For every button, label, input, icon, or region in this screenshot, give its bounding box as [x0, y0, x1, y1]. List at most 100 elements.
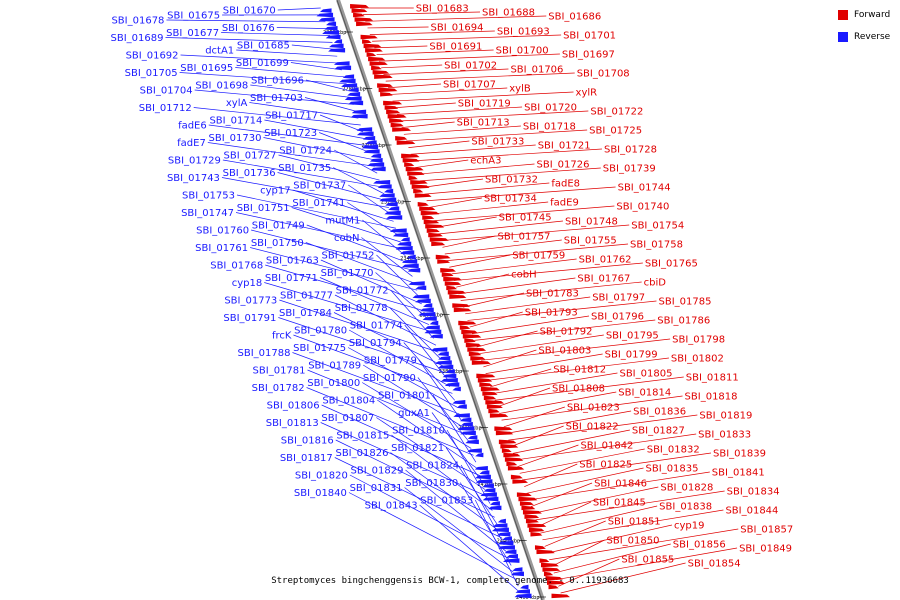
reverse-leader-line — [446, 429, 491, 504]
reverse-gene — [351, 109, 367, 115]
reverse-leader-line — [292, 189, 394, 222]
reverse-leader-line — [193, 107, 361, 126]
forward-gene — [425, 224, 445, 229]
reverse-leader-line — [376, 417, 486, 491]
reverse-gene-label: SBI_01853 — [420, 496, 473, 507]
forward-gene — [506, 461, 518, 467]
reverse-leader-line — [320, 259, 422, 305]
reverse-gene-label: SBI_01677 — [166, 28, 219, 39]
reverse-leader-line — [334, 457, 502, 539]
reverse-leader-line — [250, 247, 418, 291]
reverse-gene-label: SBI_01777 — [280, 291, 333, 302]
forward-leader-line — [428, 197, 482, 208]
reverse-gene-label: SBI_01749 — [252, 221, 305, 232]
forward-gene — [365, 48, 383, 53]
reverse-gene — [406, 254, 416, 260]
forward-gene-label: SBI_01691 — [429, 42, 482, 53]
reverse-gene — [430, 347, 448, 352]
reverse-leader-line — [333, 167, 385, 195]
reverse-gene-label: SBI_01829 — [351, 466, 404, 477]
forward-gene — [530, 532, 543, 537]
legend-reverse: Reverse — [838, 30, 890, 44]
reverse-gene — [490, 501, 500, 506]
reverse-leader-line — [235, 212, 404, 250]
reverse-gene — [504, 549, 517, 555]
reverse-gene-label: SBI_01712 — [139, 103, 192, 114]
forward-gene-label: SBI_01822 — [566, 422, 619, 433]
reverse-leader-line — [306, 387, 474, 456]
reverse-gene — [419, 307, 434, 313]
reverse-gene — [475, 474, 491, 480]
forward-gene-label: SBI_01808 — [552, 384, 605, 395]
reverse-gene-label: SBI_01794 — [349, 338, 402, 349]
reverse-gene — [402, 259, 418, 264]
reverse-gene — [488, 505, 502, 511]
forward-gene-label: SBI_01842 — [580, 441, 633, 452]
forward-leader-line — [392, 91, 574, 102]
forward-gene — [429, 237, 449, 242]
reverse-leader-line — [166, 19, 326, 23]
reverse-leader-line — [278, 317, 446, 374]
reverse-gene — [412, 294, 430, 299]
reverse-leader-line — [362, 219, 406, 257]
reverse-gene-label: SBI_01678 — [111, 16, 164, 27]
forward-gene — [468, 351, 482, 357]
reverse-gene — [497, 518, 506, 524]
reverse-leader-line — [389, 307, 441, 360]
forward-gene-label: SBI_01792 — [540, 327, 593, 338]
forward-leader-line — [397, 106, 523, 115]
reverse-gene-label: SBI_01801 — [378, 391, 431, 402]
forward-leader-line — [478, 334, 604, 355]
reverse-leader-line — [305, 242, 415, 284]
reverse-gene-label: SBI_01670 — [223, 6, 276, 17]
forward-leader-line — [415, 159, 469, 168]
reverse-gene-label: SBI_01763 — [266, 256, 319, 267]
reverse-leader-line — [347, 202, 399, 236]
forward-gene-label: SBI_01701 — [563, 31, 616, 42]
reverse-gene — [483, 488, 496, 493]
forward-gene — [371, 65, 382, 71]
reverse-leader-line — [319, 114, 364, 133]
reverse-gene — [424, 325, 440, 330]
forward-leader-line — [453, 262, 643, 281]
reverse-gene — [322, 30, 340, 35]
forward-gene — [546, 580, 566, 585]
forward-gene-label: SBI_01839 — [713, 449, 766, 460]
forward-leader-line — [551, 539, 605, 567]
forward-gene-label: SBI_01832 — [647, 445, 700, 456]
reverse-gene — [370, 153, 382, 159]
forward-gene — [420, 210, 440, 216]
forward-gene — [464, 338, 476, 343]
forward-gene-label: SBI_01732 — [485, 175, 538, 186]
reverse-leader-line — [250, 84, 352, 98]
forward-gene — [444, 281, 462, 286]
reverse-leader-line — [361, 237, 413, 277]
reverse-gene — [397, 241, 412, 247]
forward-gene — [518, 496, 538, 502]
reverse-gene — [491, 527, 509, 533]
reverse-gene — [437, 351, 449, 357]
forward-gene-label: SBI_01762 — [579, 255, 632, 266]
reverse-gene-label: SBI_01723 — [264, 128, 317, 139]
forward-gene — [548, 584, 559, 590]
reverse-gene — [326, 21, 337, 27]
forward-gene — [458, 320, 477, 326]
forward-gene-label: SBI_01694 — [431, 23, 484, 34]
forward-gene-label: SBI_01827 — [632, 426, 685, 437]
reverse-gene — [362, 136, 376, 141]
forward-gene — [422, 215, 435, 220]
reverse-leader-line — [318, 132, 371, 153]
forward-gene-label: SBI_01796 — [591, 312, 644, 323]
forward-gene — [387, 114, 407, 119]
forward-leader-line — [367, 26, 429, 29]
reverse-gene-label: SBI_01810 — [392, 426, 445, 437]
forward-gene-label: SBI_01854 — [688, 559, 741, 570]
reverse-gene-label: SBI_01780 — [294, 326, 347, 337]
forward-leader-line — [558, 558, 620, 587]
forward-gene-label: fadE8 — [551, 179, 580, 190]
reverse-gene — [379, 193, 395, 198]
reverse-leader-line — [320, 422, 488, 497]
forward-leader-line — [440, 224, 630, 242]
forward-gene — [551, 593, 570, 599]
reverse-gene — [418, 312, 436, 317]
